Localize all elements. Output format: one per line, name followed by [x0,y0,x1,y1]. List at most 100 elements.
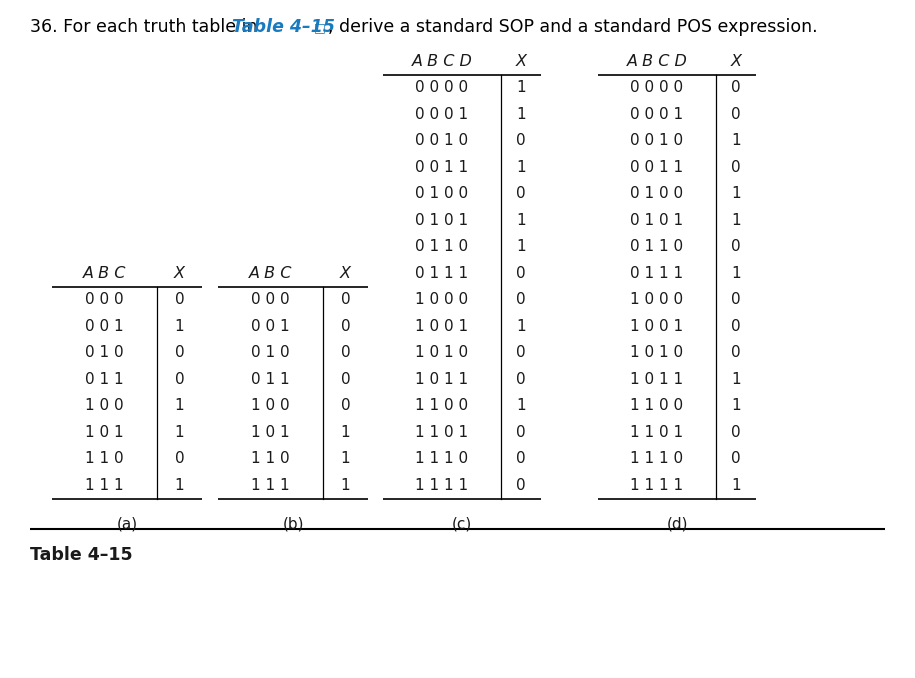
Text: 1 1 1 1: 1 1 1 1 [630,478,684,493]
Text: 0: 0 [731,319,741,334]
Text: 0: 0 [175,452,184,466]
Text: 1 0 0: 1 0 0 [252,398,290,414]
Text: 1 1 0: 1 1 0 [85,452,124,466]
Text: 0 0 1 1: 0 0 1 1 [630,160,684,175]
Text: 0: 0 [175,372,184,386]
Text: 0 0 0: 0 0 0 [252,292,290,307]
Text: 0: 0 [516,186,526,201]
Text: 0 0 1 0: 0 0 1 0 [415,134,468,148]
Text: 1: 1 [731,478,741,493]
Text: 1: 1 [340,478,350,493]
Text: X: X [515,54,526,68]
Text: 1 0 1 1: 1 0 1 1 [415,372,468,386]
Text: 0 1 0: 0 1 0 [252,345,290,360]
Text: 0 0 0 1: 0 0 0 1 [630,106,684,122]
Text: 1 1 0 1: 1 1 0 1 [415,424,468,440]
Text: 1: 1 [731,372,741,386]
Text: 1 1 0 1: 1 1 0 1 [630,424,684,440]
Text: 1 1 1 0: 1 1 1 0 [630,452,684,466]
Text: 0: 0 [340,372,350,386]
Text: 1 0 0: 1 0 0 [85,398,124,414]
Text: 0 1 0: 0 1 0 [85,345,124,360]
Text: 1 0 1: 1 0 1 [85,424,124,440]
Text: 1 0 1 1: 1 0 1 1 [630,372,684,386]
Text: , derive a standard SOP and a standard POS expression.: , derive a standard SOP and a standard P… [328,18,818,36]
Text: 0 0 1 0: 0 0 1 0 [630,134,684,148]
Text: Table 4–15: Table 4–15 [30,546,133,565]
Text: (d): (d) [666,517,688,532]
Text: 1: 1 [340,424,350,440]
Text: 0: 0 [516,478,526,493]
Text: X: X [174,266,185,281]
Text: 0 1 1 0: 0 1 1 0 [630,239,684,254]
Text: 1: 1 [731,186,741,201]
Text: 0: 0 [731,345,741,360]
Text: 1 1 1: 1 1 1 [252,478,290,493]
Text: 0 1 0 1: 0 1 0 1 [415,213,468,228]
Text: 0 1 0 0: 0 1 0 0 [415,186,468,201]
Text: 0 0 0: 0 0 0 [85,292,124,307]
Text: 0: 0 [516,452,526,466]
Text: 1 1 1 1: 1 1 1 1 [415,478,468,493]
Text: □: □ [314,21,326,34]
Text: 0 1 1 0: 0 1 1 0 [415,239,468,254]
Text: (a): (a) [116,517,137,532]
Text: 1 1 0 0: 1 1 0 0 [630,398,684,414]
Text: 0: 0 [731,292,741,307]
Text: 36. For each truth table in: 36. For each truth table in [30,18,263,36]
Text: 0: 0 [340,292,350,307]
Text: X: X [340,266,351,281]
Text: 0 1 1: 0 1 1 [85,372,124,386]
Text: 0: 0 [731,80,741,95]
Text: 1: 1 [731,134,741,148]
Text: 0: 0 [340,398,350,414]
Text: 0: 0 [516,134,526,148]
Text: 0: 0 [516,292,526,307]
Text: 0: 0 [731,160,741,175]
Text: 0 0 0 1: 0 0 0 1 [415,106,468,122]
Text: 0 0 1: 0 0 1 [85,319,124,334]
Text: 0: 0 [175,345,184,360]
Text: A B C D: A B C D [627,54,687,68]
Text: 0 0 1 1: 0 0 1 1 [415,160,468,175]
Text: 1: 1 [516,213,526,228]
Text: X: X [730,54,741,68]
Text: 1: 1 [516,319,526,334]
Text: 0 1 1 1: 0 1 1 1 [415,266,468,281]
Text: 1: 1 [731,266,741,281]
Text: 1: 1 [516,160,526,175]
Text: A B C: A B C [83,266,126,281]
Text: (c): (c) [452,517,472,532]
Text: 1: 1 [175,398,184,414]
Text: Table 4–15: Table 4–15 [232,18,335,36]
Text: 0 1 0 1: 0 1 0 1 [630,213,684,228]
Text: 1: 1 [175,319,184,334]
Text: 0: 0 [516,372,526,386]
Text: 1: 1 [731,213,741,228]
Text: 0: 0 [516,424,526,440]
Text: 0: 0 [731,452,741,466]
Text: 1: 1 [516,239,526,254]
Text: 1: 1 [175,424,184,440]
Text: 0 1 1: 0 1 1 [252,372,290,386]
Text: 0 1 0 0: 0 1 0 0 [630,186,684,201]
Text: 1: 1 [731,398,741,414]
Text: 0 0 0 0: 0 0 0 0 [630,80,684,95]
Text: 0 0 0 0: 0 0 0 0 [415,80,468,95]
Text: 1 0 1 0: 1 0 1 0 [630,345,684,360]
Text: 1 0 0 1: 1 0 0 1 [415,319,468,334]
Text: 1 1 0 0: 1 1 0 0 [415,398,468,414]
Text: 0: 0 [516,345,526,360]
Text: 1 0 1: 1 0 1 [252,424,290,440]
Text: 0: 0 [731,424,741,440]
Text: 0: 0 [340,319,350,334]
Text: 1 1 1 0: 1 1 1 0 [415,452,468,466]
Text: 0 0 1: 0 0 1 [252,319,290,334]
Text: 1: 1 [516,106,526,122]
Text: 1 0 0 0: 1 0 0 0 [630,292,684,307]
Text: 1 1 1: 1 1 1 [85,478,124,493]
Text: 0: 0 [731,106,741,122]
Text: 1: 1 [340,452,350,466]
Text: 1 0 0 0: 1 0 0 0 [415,292,468,307]
Text: 1 0 0 1: 1 0 0 1 [630,319,684,334]
